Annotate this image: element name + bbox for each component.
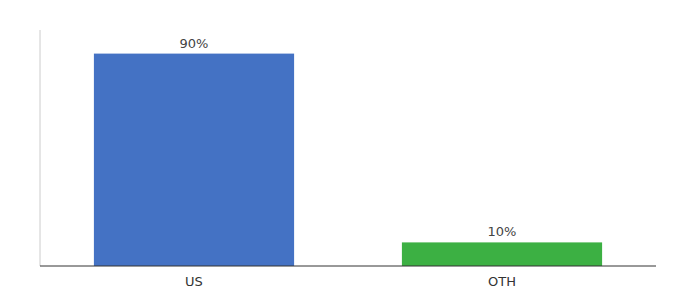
x-tick-label: OTH <box>488 274 516 289</box>
data-label: 90% <box>180 36 209 51</box>
page: {"chart_data": {"type": "bar", "categori… <box>0 0 680 300</box>
chart-container: 90% 10% US OTH <box>0 0 680 300</box>
x-tick-label: US <box>185 274 203 289</box>
y-axis-line <box>40 30 41 266</box>
bar <box>402 242 602 266</box>
bars <box>94 54 602 266</box>
bar <box>94 54 294 266</box>
data-labels: 90% 10% <box>180 36 517 240</box>
chart-svg: 90% 10% US OTH <box>0 0 680 300</box>
x-axis-line <box>40 266 656 267</box>
data-label: 10% <box>488 224 517 239</box>
x-tick-labels: US OTH <box>185 274 516 289</box>
